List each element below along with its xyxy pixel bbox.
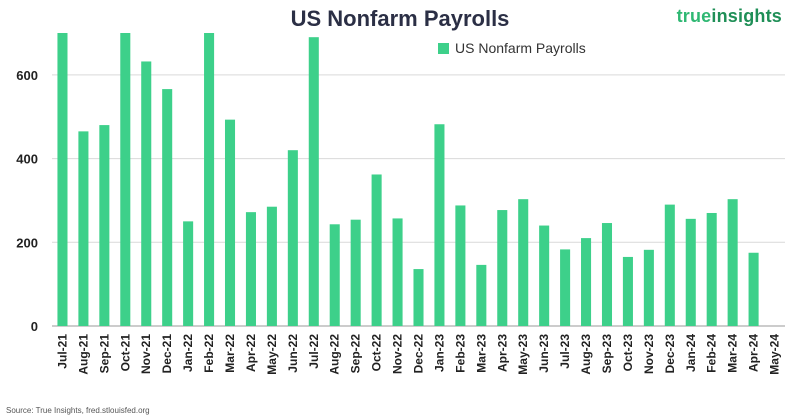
bar: [392, 218, 403, 326]
x-tick-label: Aug-23: [579, 334, 593, 375]
x-tick-label: Jul-23: [558, 334, 572, 369]
source-note: Source: True Insights, fred.stlouisfed.o…: [6, 406, 150, 415]
x-tick-label: Oct-23: [621, 334, 635, 372]
bar: [162, 89, 173, 327]
bar: [329, 224, 340, 326]
legend-label: US Nonfarm Payrolls: [455, 40, 586, 56]
x-tick-label: Dec-21: [160, 334, 174, 374]
bar: [287, 150, 298, 326]
bar: [706, 212, 717, 326]
x-tick-label: Aug-22: [328, 334, 342, 375]
y-tick-label: 400: [16, 152, 38, 167]
legend: US Nonfarm Payrolls: [438, 40, 586, 56]
x-tick-label: Oct-21: [118, 334, 132, 372]
x-tick-label: Mar-23: [474, 334, 488, 373]
x-tick-label: Dec-23: [663, 334, 677, 374]
x-tick-label: Jan-24: [684, 334, 698, 372]
bar: [266, 206, 277, 326]
x-tick-label: Apr-22: [244, 334, 258, 372]
x-tick-label: Sep-22: [349, 334, 363, 374]
x-tick-label: Jul-22: [307, 334, 321, 369]
x-tick-label: Mar-24: [726, 334, 740, 373]
legend-swatch: [438, 42, 449, 54]
y-tick-label: 600: [16, 68, 38, 83]
bar: [727, 199, 738, 326]
bar: [204, 33, 215, 326]
x-tick-label: Apr-24: [747, 334, 761, 372]
bar: [476, 264, 487, 326]
bar: [141, 61, 152, 326]
y-tick-label: 200: [16, 235, 38, 250]
x-tick-label: Feb-23: [453, 334, 467, 373]
bar: [685, 218, 696, 326]
x-tick-label: Nov-22: [391, 334, 405, 374]
brand-logo: trueinsights: [677, 6, 782, 27]
bar: [413, 269, 424, 326]
bar: [748, 252, 759, 326]
bar: [455, 205, 466, 326]
x-tick-label: Dec-22: [412, 334, 426, 374]
bar: [539, 225, 550, 326]
bar: [183, 221, 194, 326]
bar: [78, 131, 89, 326]
bar: [601, 223, 613, 326]
x-tick-label: Jul-21: [55, 334, 69, 369]
x-tick-label: May-22: [265, 334, 279, 375]
bar: [99, 125, 110, 326]
bar: [643, 249, 654, 326]
x-tick-label: Sep-21: [97, 334, 111, 374]
chart-title: US Nonfarm Payrolls: [290, 6, 510, 31]
x-tick-label: Feb-22: [202, 334, 216, 373]
x-tick-label: Aug-21: [76, 334, 90, 375]
bar: [308, 37, 319, 326]
y-tick-label: 0: [31, 319, 38, 334]
bar: [245, 212, 256, 326]
x-tick-label: Jan-22: [181, 334, 195, 372]
x-tick-label: Jun-23: [537, 334, 551, 373]
bar: [224, 119, 236, 326]
bar: [622, 256, 633, 326]
x-tick-label: Jun-22: [286, 334, 300, 373]
bar: [57, 33, 68, 326]
bar: [664, 204, 675, 326]
bar: [434, 124, 445, 327]
x-tick-label: Sep-23: [600, 334, 614, 374]
bar: [120, 33, 131, 326]
bar: [350, 219, 361, 326]
brand-logo-part1: true: [676, 6, 712, 26]
bar: [371, 174, 382, 326]
x-tick-label: Mar-22: [223, 334, 237, 373]
bar: [518, 199, 529, 326]
x-tick-label: Apr-23: [495, 334, 509, 372]
bar: [560, 249, 571, 326]
bar: [497, 210, 508, 326]
x-tick-label: Oct-22: [370, 334, 384, 372]
bar: [581, 238, 592, 326]
brand-logo-part2: insights: [711, 6, 782, 26]
x-tick-label: Feb-24: [705, 334, 719, 373]
x-tick-label: Nov-21: [139, 334, 153, 374]
x-tick-label: Jan-23: [432, 334, 446, 372]
x-tick-label: May-24: [768, 334, 782, 375]
x-tick-label: May-23: [516, 334, 530, 375]
x-tick-label: Nov-23: [642, 334, 656, 374]
